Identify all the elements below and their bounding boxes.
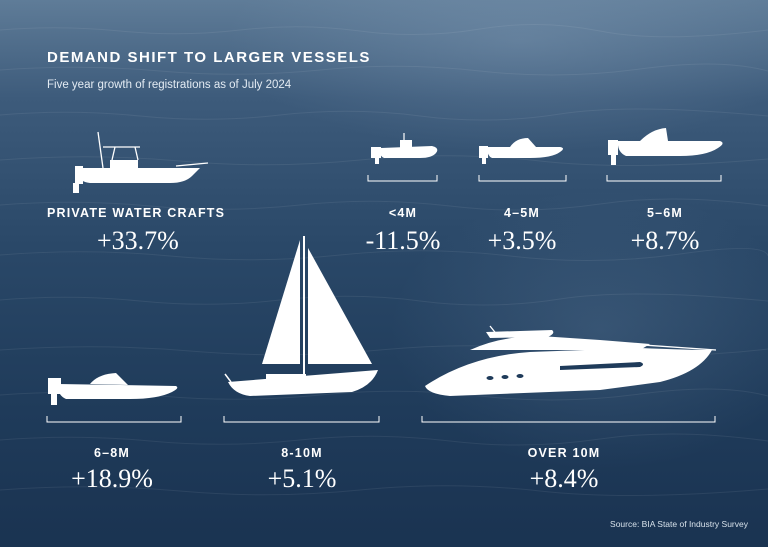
- source-note: Source: BIA State of Industry Survey: [610, 519, 748, 529]
- category-label: 6–8M: [93, 446, 131, 460]
- growth-value: -11.5%: [365, 226, 441, 255]
- growth-value: +8.4%: [529, 464, 599, 493]
- bowrider-icon: [608, 128, 723, 165]
- bracket-4-5m: [478, 175, 567, 182]
- category-label: PRIVATE WATER CRAFTS: [47, 206, 226, 220]
- bracket-6-8m: [46, 416, 182, 423]
- category-label: 8-10M: [281, 446, 323, 460]
- sailboat-icon: [224, 236, 378, 396]
- bracket-over-10m: [421, 416, 716, 423]
- bracket-8-10m: [223, 416, 380, 423]
- category-label: <4M: [388, 206, 418, 220]
- growth-value: +3.5%: [487, 226, 557, 255]
- powerboat-icon: [48, 373, 178, 405]
- growth-value: +33.7%: [97, 226, 179, 255]
- category-label: 5–6M: [646, 206, 684, 220]
- growth-value: +5.1%: [267, 464, 337, 493]
- page-title: DEMAND SHIFT TO LARGER VESSELS: [47, 49, 371, 66]
- size-brackets: [46, 175, 722, 423]
- category-label: 4–5M: [503, 206, 541, 220]
- bracket-lt4m: [367, 175, 438, 182]
- category-label: OVER 10M: [527, 446, 601, 460]
- center-console-boat-icon: [73, 131, 209, 193]
- motor-yacht-icon: [425, 325, 717, 396]
- dinghy-icon: [371, 133, 438, 164]
- growth-value: +18.9%: [71, 464, 153, 493]
- bracket-5-6m: [606, 175, 722, 182]
- growth-value: +8.7%: [630, 226, 700, 255]
- page-subtitle: Five year growth of registrations as of …: [47, 79, 292, 91]
- speedboat-icon: [479, 138, 563, 164]
